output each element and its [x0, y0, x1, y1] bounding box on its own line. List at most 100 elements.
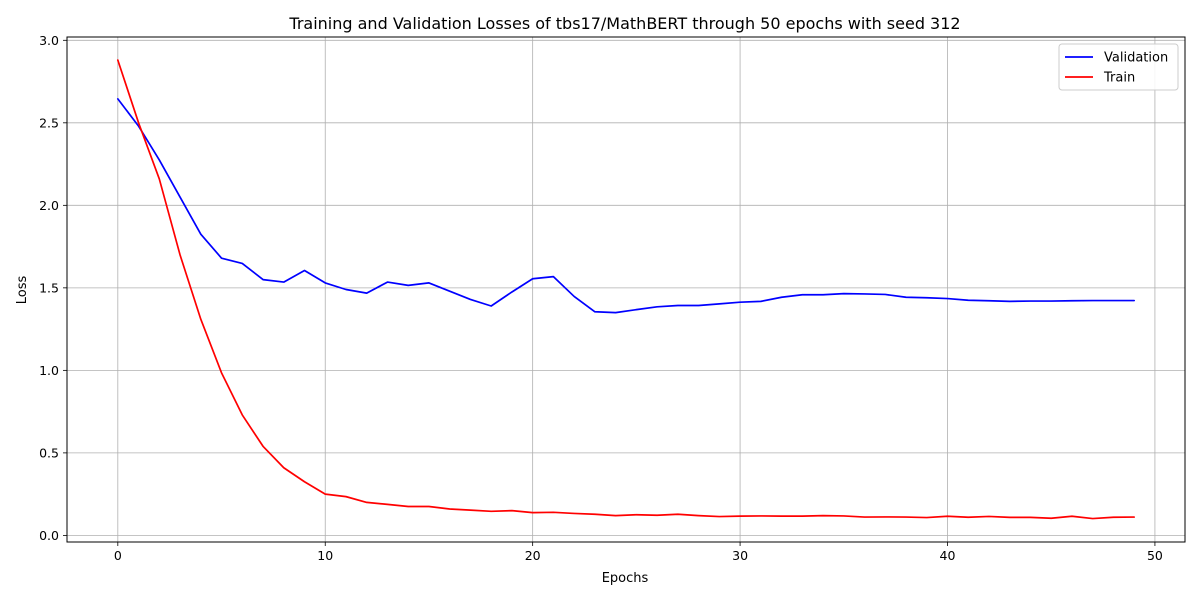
- data-point-train: [1112, 516, 1114, 518]
- data-point-train: [283, 467, 285, 469]
- data-point-validation: [594, 311, 596, 313]
- data-point-train: [200, 318, 202, 320]
- x-tick-label: 20: [525, 548, 541, 563]
- data-point-validation: [283, 281, 285, 283]
- data-point-validation: [511, 291, 513, 293]
- data-point-validation: [241, 262, 243, 264]
- data-point-train: [262, 445, 264, 447]
- legend-label-validation: Validation: [1104, 51, 1168, 66]
- data-point-train: [241, 414, 243, 416]
- data-point-validation: [220, 257, 222, 259]
- data-point-validation: [843, 292, 845, 294]
- data-point-train: [780, 515, 782, 517]
- data-point-train: [801, 515, 803, 517]
- data-point-validation: [490, 305, 492, 307]
- data-point-train: [594, 513, 596, 515]
- data-point-validation: [531, 278, 533, 280]
- data-point-validation: [677, 304, 679, 306]
- data-point-validation: [780, 296, 782, 298]
- data-point-validation: [366, 292, 368, 294]
- data-point-validation: [635, 308, 637, 310]
- data-point-train: [843, 515, 845, 517]
- data-point-validation: [905, 296, 907, 298]
- data-point-validation: [1071, 300, 1073, 302]
- data-point-train: [448, 508, 450, 510]
- data-point-validation: [200, 233, 202, 235]
- series-lines: [116, 59, 1136, 520]
- data-point-train: [697, 514, 699, 516]
- data-point-train: [946, 515, 948, 517]
- data-point-validation: [386, 281, 388, 283]
- data-point-train: [490, 510, 492, 512]
- data-point-train: [614, 514, 616, 516]
- data-point-validation: [1050, 300, 1052, 302]
- data-point-validation: [469, 298, 471, 300]
- data-point-validation: [739, 301, 741, 303]
- y-tick-label: 2.0: [39, 198, 59, 213]
- data-point-validation: [179, 196, 181, 198]
- data-point-validation: [1133, 299, 1135, 301]
- data-point-train: [1029, 516, 1031, 518]
- legend: Validation Train: [1058, 43, 1179, 91]
- data-point-train: [366, 501, 368, 503]
- data-point-train: [303, 481, 305, 483]
- data-point-validation: [262, 278, 264, 280]
- data-point-train: [137, 122, 139, 124]
- data-point-validation: [863, 293, 865, 295]
- data-point-train: [220, 372, 222, 374]
- data-point-validation: [697, 304, 699, 306]
- data-point-train: [1009, 516, 1011, 518]
- data-point-train: [677, 513, 679, 515]
- x-tick-label: 50: [1147, 548, 1163, 563]
- data-point-train: [179, 254, 181, 256]
- data-point-validation: [552, 275, 554, 277]
- data-point-validation: [926, 297, 928, 299]
- data-point-train: [718, 515, 720, 517]
- axis-ticks: 0 10 20 30 40 50 0.0 0.5 1.0 1.5 2.0 2.5 3.0: [39, 33, 1163, 563]
- data-point-train: [822, 514, 824, 516]
- data-point-validation: [614, 311, 616, 313]
- data-point-train: [428, 505, 430, 507]
- data-point-validation: [801, 294, 803, 296]
- data-point-train: [552, 511, 554, 513]
- x-tick-label: 10: [317, 548, 333, 563]
- data-point-train: [324, 493, 326, 495]
- data-point-train: [1071, 515, 1073, 517]
- data-point-validation: [158, 159, 160, 161]
- y-tick-label: 1.5: [39, 280, 59, 295]
- x-axis-label: Epochs: [602, 571, 649, 586]
- data-point-validation: [1009, 300, 1011, 302]
- data-point-train: [760, 515, 762, 517]
- data-point-train: [863, 516, 865, 518]
- data-point-train: [926, 516, 928, 518]
- data-point-validation: [573, 295, 575, 297]
- data-point-train: [1092, 517, 1094, 519]
- data-point-train: [739, 515, 741, 517]
- y-tick-label: 0.5: [39, 445, 59, 460]
- data-point-train: [1133, 516, 1135, 518]
- data-point-validation: [428, 282, 430, 284]
- data-point-train: [573, 512, 575, 514]
- y-tick-label: 0.0: [39, 528, 59, 543]
- data-point-train: [531, 511, 533, 513]
- data-point-validation: [988, 300, 990, 302]
- data-point-train: [635, 514, 637, 516]
- data-point-train: [345, 495, 347, 497]
- data-point-validation: [407, 284, 409, 286]
- data-point-validation: [1092, 299, 1094, 301]
- x-tick-label: 30: [732, 548, 748, 563]
- x-tick-label: 0: [114, 548, 122, 563]
- plot-frame: [66, 36, 1186, 543]
- y-axis-label: Loss: [15, 276, 30, 305]
- data-point-train: [1050, 517, 1052, 519]
- series-line-train: [116, 59, 1136, 520]
- data-point-validation: [822, 294, 824, 296]
- y-tick-label: 2.5: [39, 115, 59, 130]
- data-point-train: [117, 59, 119, 61]
- data-point-validation: [303, 269, 305, 271]
- data-point-train: [469, 509, 471, 511]
- data-point-validation: [448, 290, 450, 292]
- data-point-train: [386, 503, 388, 505]
- data-point-train: [905, 516, 907, 518]
